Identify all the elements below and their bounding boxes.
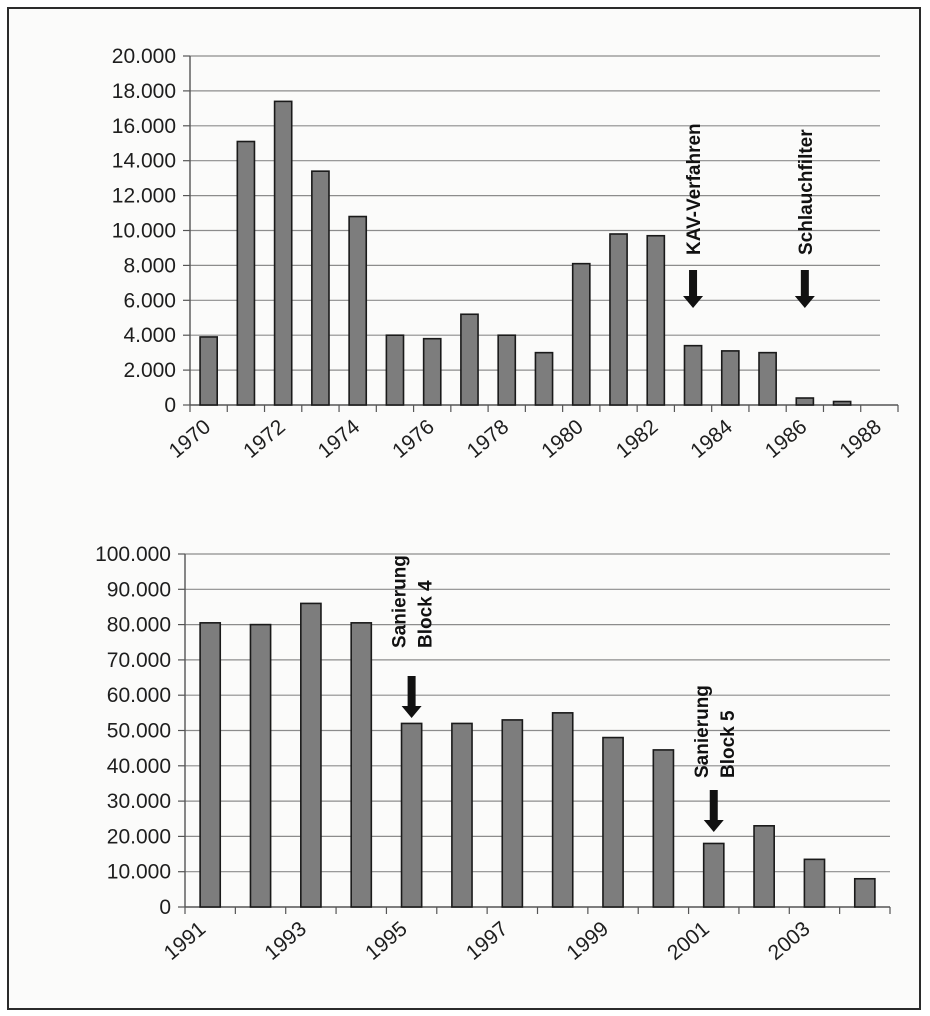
bar-1980 (571, 262, 591, 406)
annotation-label: Sanierung (390, 555, 411, 648)
bar-1997 (501, 719, 524, 908)
y-tick-label: 10.000 (112, 220, 176, 243)
bar-2000 (652, 749, 675, 908)
x-tick-label: 1997 (462, 917, 513, 965)
bar-2002 (753, 825, 775, 908)
y-tick-label: 0 (159, 896, 171, 919)
annotation-0: Sanierung Block 4 (390, 555, 437, 648)
bar-2003 (803, 858, 826, 908)
y-tick-label: 10.000 (107, 861, 171, 884)
bar-1999 (602, 736, 624, 908)
y-tick-label: 90.000 (107, 578, 171, 601)
y-tick-label: 12.000 (112, 185, 176, 208)
bar-1996 (451, 722, 473, 908)
bar-1993 (300, 602, 322, 908)
y-tick-label: 70.000 (107, 649, 171, 672)
bar-1977 (460, 313, 479, 406)
bar-1995 (400, 722, 423, 908)
y-tick-label: 6.000 (123, 289, 176, 312)
x-tick-label: 1993 (260, 917, 311, 965)
arrow-down-icon (683, 270, 704, 308)
annotation-label: Block 5 (718, 710, 739, 778)
bar-2001 (702, 842, 725, 908)
bar-1978 (497, 334, 517, 406)
y-tick-label: 0 (164, 394, 176, 417)
annotation-label: KAV-Verfahren (684, 123, 705, 255)
bar-1986 (795, 397, 815, 406)
bar-1975 (385, 334, 405, 406)
bar-1994 (350, 622, 373, 908)
bar-1976 (422, 337, 442, 406)
y-tick-label: 2.000 (123, 359, 176, 382)
bar-1982 (646, 234, 666, 406)
y-tick-label: 60.000 (107, 684, 171, 707)
annotation-label: Schlauchfilter (796, 129, 817, 255)
x-tick-label: 2001 (663, 917, 714, 965)
bar-1974 (348, 215, 368, 406)
x-tick-label: 1995 (361, 917, 412, 965)
arrow-down-icon (401, 676, 422, 718)
y-tick-label: 16.000 (112, 115, 176, 138)
y-tick-label: 18.000 (112, 80, 176, 103)
y-tick-label: 20.000 (112, 45, 176, 68)
x-tick-label: 1991 (160, 917, 211, 965)
y-tick-label: 80.000 (107, 614, 171, 637)
bar-1991 (199, 622, 222, 908)
y-tick-label: 4.000 (123, 324, 176, 347)
annotation-label: Sanierung (692, 685, 713, 778)
y-tick-label: 20.000 (107, 825, 171, 848)
bar-1984 (720, 350, 740, 406)
bar-1972 (273, 100, 293, 406)
y-tick-label: 30.000 (107, 790, 171, 813)
bar-1970 (199, 336, 219, 406)
bar-1973 (311, 170, 330, 406)
y-tick-label: 14.000 (112, 150, 176, 173)
bar-1971 (236, 140, 256, 406)
bar-1992 (249, 623, 272, 908)
y-tick-label: 50.000 (107, 720, 171, 743)
bar-1981 (609, 233, 628, 406)
bar-1987 (832, 400, 852, 406)
y-tick-label: 8.000 (123, 254, 176, 277)
bar-1979 (534, 351, 554, 406)
x-tick-label: 2003 (764, 917, 815, 965)
y-tick-label: 100.000 (95, 543, 171, 566)
annotation-1: Schlauchfilter (796, 129, 817, 255)
arrow-down-icon (794, 270, 815, 308)
annotation-1: Sanierung Block 5 (692, 685, 739, 778)
annotation-0: KAV-Verfahren (684, 123, 705, 255)
bar-1998 (551, 712, 574, 908)
annotation-label: Block 4 (416, 580, 437, 648)
bar-2004 (853, 877, 876, 908)
bar-1985 (758, 351, 777, 406)
bar-1983 (683, 344, 703, 406)
x-tick-label: 1999 (562, 917, 613, 965)
y-tick-label: 40.000 (107, 755, 171, 778)
arrow-down-icon (703, 790, 724, 832)
